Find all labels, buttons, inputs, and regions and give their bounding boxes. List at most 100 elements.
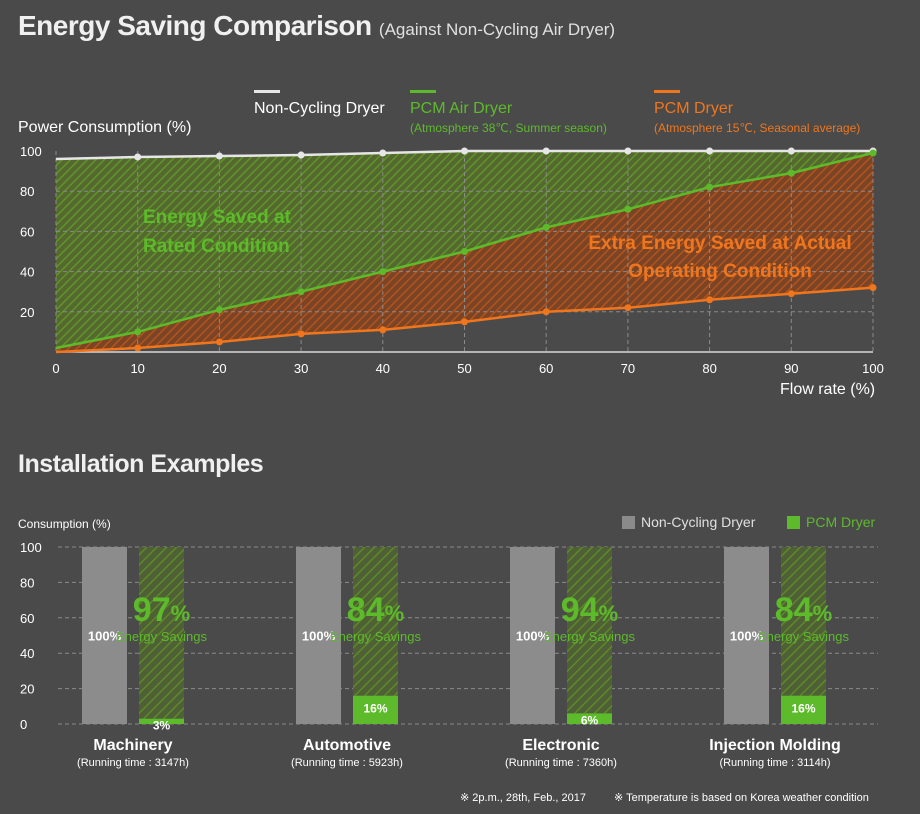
legend-bar-non-cycling: Non-Cycling Dryer <box>622 514 755 530</box>
data-point <box>542 223 550 231</box>
y-tick-label: 40 <box>20 265 34 280</box>
savings-percent: 97% <box>133 591 190 629</box>
data-point <box>297 330 305 338</box>
bar-pcm <box>353 695 398 724</box>
x-tick-label: 0 <box>52 361 59 376</box>
bar-pcm <box>781 695 826 724</box>
bar-y-tick-label: 40 <box>20 646 34 661</box>
bar-y-tick-label: 20 <box>20 682 34 697</box>
data-point <box>379 268 387 276</box>
bar-label-pcm: 3% <box>153 719 171 733</box>
bar-pcm <box>139 718 184 724</box>
footnote-date: ※ 2p.m., 28th, Feb., 2017 <box>460 792 587 804</box>
annotation-extra-line1: Extra Energy Saved at Actual <box>588 233 851 254</box>
data-point <box>787 147 795 155</box>
bar-y-tick-label: 60 <box>20 611 34 626</box>
legend-bar-pcm: PCM Dryer <box>787 514 875 530</box>
x-tick-label: 40 <box>376 361 390 376</box>
legend-pcm-dryer: PCM Dryer (Atmosphere 15℃, Seasonal avera… <box>654 90 860 135</box>
category-label: Injection Molding <box>709 737 841 754</box>
x-tick-label: 20 <box>212 361 226 376</box>
data-point <box>624 205 632 213</box>
bar-non-cycling <box>296 547 341 724</box>
data-point <box>134 328 142 336</box>
running-time-label: (Running time : 7360h) <box>505 757 617 769</box>
running-time-label: (Running time : 3147h) <box>77 757 189 769</box>
savings-percent: 84% <box>775 591 832 629</box>
bar-label-pcm: 16% <box>791 702 815 716</box>
x-tick-label: 70 <box>621 361 635 376</box>
line-chart-xlabel: Flow rate (%) <box>780 381 876 398</box>
x-tick-label: 10 <box>130 361 144 376</box>
data-point <box>461 147 468 155</box>
bar-label-non-cycling: 100% <box>730 629 764 644</box>
bar-non-cycling <box>510 547 555 724</box>
bar-non-cycling <box>82 547 127 724</box>
x-tick-label: 60 <box>539 361 553 376</box>
data-point <box>215 338 223 346</box>
data-point <box>706 183 714 191</box>
bar-y-tick-label: 100 <box>20 540 42 555</box>
legend-pcm-air-dryer: PCM Air Dryer (Atmosphere 38℃, Summer sea… <box>410 90 607 135</box>
bar-label-pcm: 16% <box>363 702 387 716</box>
data-point <box>624 304 632 312</box>
running-time-label: (Running time : 3114h) <box>719 757 830 769</box>
running-time-label: (Running time : 5923h) <box>291 757 403 769</box>
footnote-temperature: ※ Temperature is based on Korea weather … <box>614 792 869 804</box>
bar-savings-area <box>567 547 612 714</box>
data-point <box>215 306 223 314</box>
y-tick-label: 100 <box>20 144 42 159</box>
data-point <box>379 326 387 334</box>
bar-savings-area <box>139 547 184 719</box>
x-tick-label: 100 <box>862 361 884 376</box>
data-point <box>787 290 795 298</box>
x-tick-label: 30 <box>294 361 308 376</box>
line-chart-ylabel: Power Consumption (%) <box>18 119 192 136</box>
x-tick-label: 50 <box>457 361 471 376</box>
data-point <box>215 152 223 160</box>
page-title: Energy Saving Comparison (Against Non-Cy… <box>18 10 616 41</box>
category-label: Automotive <box>303 737 391 754</box>
data-point <box>542 147 550 155</box>
bar-label-non-cycling: 100% <box>516 629 550 644</box>
bar-pcm <box>567 713 612 724</box>
data-point <box>379 149 387 157</box>
annotation-extra-line2: Operating Condition <box>628 261 812 282</box>
data-point <box>706 296 714 304</box>
section-title-installation: Installation Examples <box>18 450 264 478</box>
category-label: Electronic <box>522 737 599 754</box>
data-point <box>461 318 468 326</box>
category-label: Machinery <box>93 737 172 754</box>
bar-y-tick-label: 0 <box>20 717 27 732</box>
data-point <box>869 149 877 157</box>
data-point <box>297 288 305 296</box>
y-tick-label: 20 <box>20 305 34 320</box>
bar-non-cycling <box>724 547 769 724</box>
bar-label-non-cycling: 100% <box>88 629 122 644</box>
bar-chart-ylabel: Consumption (%) <box>18 517 111 531</box>
x-tick-label: 80 <box>702 361 716 376</box>
savings-percent: 94% <box>561 591 618 629</box>
savings-label: Energy Savings <box>758 629 850 644</box>
savings-label: Energy Savings <box>544 629 636 644</box>
legend-non-cycling: Non-Cycling Dryer <box>254 90 385 118</box>
savings-label: Energy Savings <box>330 629 422 644</box>
bar-savings-area <box>353 547 398 696</box>
y-tick-label: 80 <box>20 184 34 199</box>
savings-percent: 84% <box>347 591 404 629</box>
data-point <box>706 147 714 155</box>
savings-label: Energy Savings <box>116 629 208 644</box>
bar-label-pcm: 6% <box>581 713 599 727</box>
bar-label-non-cycling: 100% <box>302 629 336 644</box>
annotation-rated-line1: Energy Saved at <box>143 207 292 228</box>
data-point <box>134 344 142 352</box>
data-point <box>134 153 142 161</box>
data-point <box>869 284 877 292</box>
bar-savings-area <box>781 547 826 696</box>
y-tick-label: 60 <box>20 224 34 239</box>
page-subtitle: (Against Non-Cycling Air Dryer) <box>378 20 616 39</box>
annotation-rated-line2: Rated Condition <box>143 236 290 257</box>
data-point <box>787 169 795 177</box>
bar-y-tick-label: 80 <box>20 575 34 590</box>
